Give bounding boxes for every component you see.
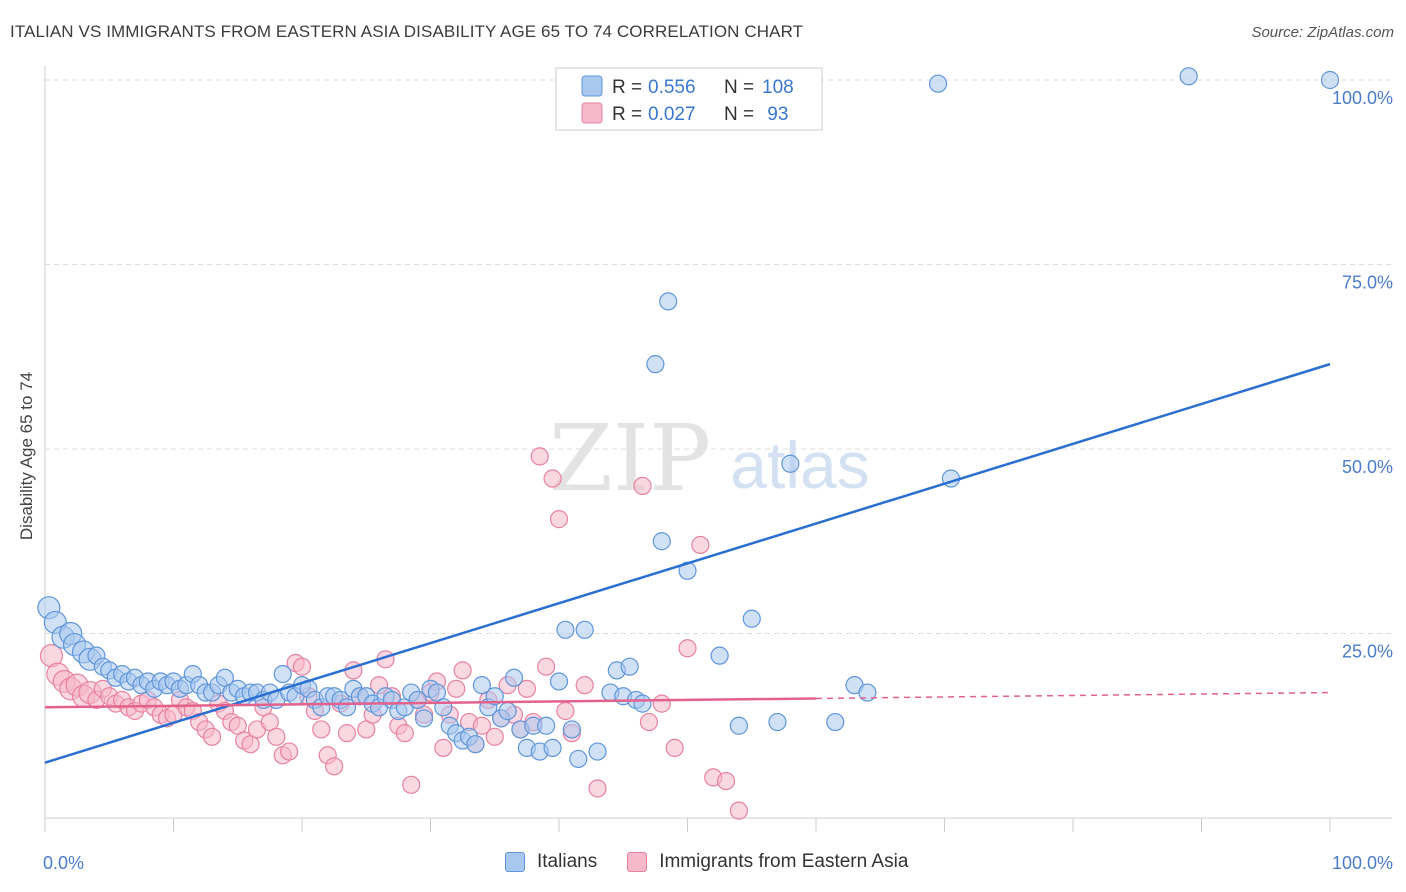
immigrants-point-39 [292,657,312,676]
italians-point-101 [928,74,948,93]
immigrants-point-69 [485,727,504,746]
immigrants-point-35 [267,727,286,746]
immigrants-point-92 [729,801,749,820]
y-tick-label-0: 25.0% [1342,642,1393,662]
italians-point-95 [710,646,729,665]
legend-swatch-immigrants [581,102,603,124]
italians-point-79 [549,672,569,691]
italians-point-88 [620,657,639,676]
legend-square-italians [505,852,525,872]
legend-n-label-2: N = [724,104,754,125]
trend-line-immigrants-extension [815,691,1331,700]
immigrants-point-61 [434,738,453,757]
italians-point-36 [273,664,292,684]
immigrants-point-86 [652,694,671,713]
source-credit: Source: ZipAtlas.com [1251,24,1394,41]
italians-point-106 [858,683,877,702]
legend-swatch-italians [581,75,603,97]
italians-point-82 [569,749,588,769]
y-tick-label-1: 50.0% [1342,457,1393,477]
legend-label-italians: Italians [537,851,598,872]
italians-point-107 [826,712,845,732]
immigrants-point-77 [537,657,556,676]
italians-point-90 [633,694,652,713]
immigrants-point-46 [337,724,357,743]
immigrants-point-64 [453,661,472,680]
legend-r-value-1: 0.556 [648,77,696,98]
immigrants-point-83 [588,779,607,798]
italians-point-69 [485,687,504,706]
legend-r-label-1: R = [612,77,642,98]
immigrants-point-74 [517,679,536,698]
italians-point-58 [414,709,434,728]
immigrants-point-63 [447,679,466,698]
immigrants-point-88 [678,639,697,658]
italians-point-83 [575,620,594,639]
immigrants-point-89 [691,535,710,555]
y-tick-label-3: 100.0% [1332,88,1393,108]
watermark: ZIP atlas [549,405,870,512]
series-legend: Italians Immigrants from Eastern Asia [505,851,938,873]
legend-item-italians: Italians [505,851,597,873]
legend-n-label-1: N = [724,77,754,98]
italians-point-61 [434,698,453,717]
trend-line-italians [44,362,1331,764]
immigrants-point-80 [556,701,575,721]
immigrants-point-85 [639,712,659,732]
axes [44,66,1392,832]
immigrants-point-78 [543,469,562,488]
immigrants-point-87 [665,738,684,757]
legend-n-value-2: 93 [762,104,788,125]
immigrants-point-84 [633,476,652,495]
immigrants-point-44 [325,757,344,776]
x-tick-label-max: 100.0% [1332,853,1393,873]
italians-point-80 [556,620,575,639]
chart-title: ITALIAN VS IMMIGRANTS FROM EASTERN ASIA … [10,22,804,41]
immigrants-point-67 [472,716,491,735]
x-tick-label-min: 0.0% [43,853,84,873]
italians-point-67 [472,676,491,695]
italians-point-84 [588,742,607,761]
italians-point-71 [498,701,517,721]
italians-point-81 [562,720,581,739]
watermark-zip: ZIP [549,405,711,512]
italians-point-104 [1320,70,1340,90]
italians-point-97 [742,609,761,628]
immigrants-point-56 [402,775,421,794]
legend-r-value-2: 0.027 [648,104,696,125]
italians-point-72 [504,668,524,687]
immigrants-point-79 [549,510,569,529]
trend-line-immigrants [44,697,817,709]
italians-point-78 [543,738,562,757]
italians-point-66 [466,735,485,754]
series-italians [37,67,1340,769]
italians-point-92 [652,532,671,551]
grid-lines [45,79,1392,634]
correlation-legend: R = 0.556 N = 108 R = 0.027 N = 93 [555,67,823,131]
legend-square-immigrants [627,852,648,872]
italians-point-100 [781,454,800,473]
legend-label-immigrants: Immigrants from Eastern Asia [659,851,909,872]
italians-point-91 [646,355,665,374]
italians-point-77 [537,716,556,735]
immigrants-point-76 [530,447,549,466]
immigrants-point-37 [280,742,299,761]
tick-labels: 25.0% 50.0% 75.0% 100.0% 0.0% 100.0% [43,88,1393,873]
italians-point-96 [729,716,749,735]
italians-point-103 [1179,67,1198,86]
trend-lines [44,362,1331,764]
watermark-atlas: atlas [730,428,869,502]
immigrants-point-25 [202,727,222,746]
legend-r-label-2: R = [612,104,642,125]
italians-point-93 [659,292,678,311]
y-tick-label-2: 75.0% [1342,273,1393,293]
legend-item-immigrants: Immigrants from Eastern Asia [627,851,908,873]
legend-n-value-1: 108 [762,77,794,98]
immigrants-point-42 [312,720,331,739]
immigrants-point-55 [395,724,414,743]
italians-point-99 [768,712,787,732]
immigrants-point-91 [716,771,736,791]
immigrants-point-82 [575,676,594,695]
